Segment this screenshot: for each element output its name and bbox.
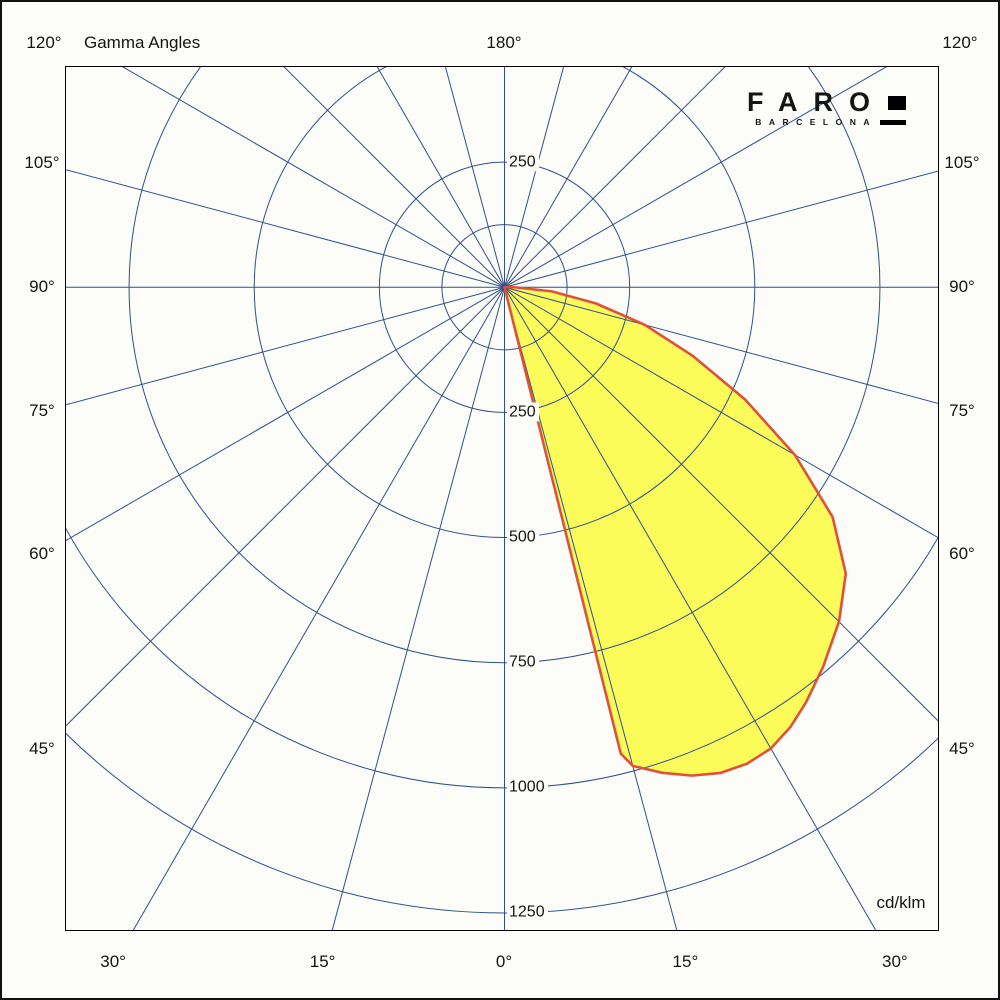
angle-label-right-105: 105° <box>944 153 980 173</box>
angle-label-right-60: 60° <box>949 543 975 563</box>
page-title: Gamma Angles <box>84 33 201 52</box>
brand-name: FARO <box>746 87 886 117</box>
brand-subtitle: BARCELONA <box>755 117 877 127</box>
polar-grid-spoke-240 <box>122 67 505 288</box>
angle-label-right-90: 90° <box>949 277 975 296</box>
angle-label-right-45: 45° <box>949 739 975 758</box>
polar-grid-spoke-120 <box>504 67 888 288</box>
polar-grid-spoke-30 <box>504 287 877 930</box>
brand-logo: FARO BARCELONA <box>747 89 906 127</box>
polar-grid-spoke-345 <box>331 287 505 930</box>
angle-label-right-75: 75° <box>949 400 975 420</box>
polar-plot-area: FARO BARCELONA <box>65 66 939 931</box>
angle-label-top-left-120: 120° <box>26 33 62 52</box>
polar-grid-spoke-45 <box>504 286 938 722</box>
angle-label-left-105: 105° <box>24 153 60 173</box>
angle-label-bottom-30-left: 30° <box>100 952 126 971</box>
brand-logo-row: FARO <box>747 89 906 116</box>
angle-label-left-90: 90° <box>29 277 55 296</box>
polar-grid-spoke-150 <box>504 67 633 288</box>
polar-grid-spoke-300 <box>66 286 505 542</box>
polar-grid-spoke-225 <box>283 67 505 288</box>
ring-label-1250: 1250 <box>507 902 548 922</box>
ring-label-1000: 1000 <box>507 777 548 797</box>
polar-grid-spoke-15 <box>504 287 678 930</box>
distribution-lobe-outline <box>503 285 848 777</box>
polar-grid-spoke-135 <box>504 67 726 288</box>
angle-label-bottom-15-right: 15° <box>672 952 699 971</box>
polar-chart-svg <box>66 67 938 930</box>
polar-grid-spoke-75 <box>504 286 938 404</box>
ring-label-250: 250 <box>507 402 539 422</box>
polar-grid-spoke-315 <box>66 286 505 727</box>
angle-label-left-75: 75° <box>29 400 55 420</box>
brand-square-icon <box>888 95 906 110</box>
polar-grid-spoke-105 <box>504 170 938 288</box>
ring-label-750: 750 <box>507 652 539 672</box>
angle-label-bottom-30-right: 30° <box>882 952 908 971</box>
angle-label-left-45: 45° <box>29 739 55 758</box>
polar-grid-spoke-285 <box>66 286 505 406</box>
distribution-lobe-fill <box>504 287 846 776</box>
angle-label-top-center-180: 180° <box>486 33 522 52</box>
brand-bar-icon <box>880 119 906 125</box>
ring-label-upper-250: 250 <box>507 152 539 172</box>
polar-grid-spoke-195 <box>444 67 505 288</box>
angle-label-bottom-15-left: 15° <box>309 952 336 971</box>
angle-label-left-60: 60° <box>29 543 55 563</box>
angle-label-bottom-0: 0° <box>495 952 513 971</box>
polar-grid-spoke-330 <box>132 287 505 930</box>
unit-label: cd/klm <box>876 893 926 912</box>
polar-grid-spoke-255 <box>66 169 505 288</box>
polar-grid-spoke-60 <box>504 286 938 539</box>
ring-label-500: 500 <box>507 527 539 547</box>
angle-label-top-right-120: 120° <box>942 33 978 52</box>
brand-logo-subrow: BARCELONA <box>747 118 906 127</box>
polar-grid-spoke-210 <box>376 67 505 288</box>
